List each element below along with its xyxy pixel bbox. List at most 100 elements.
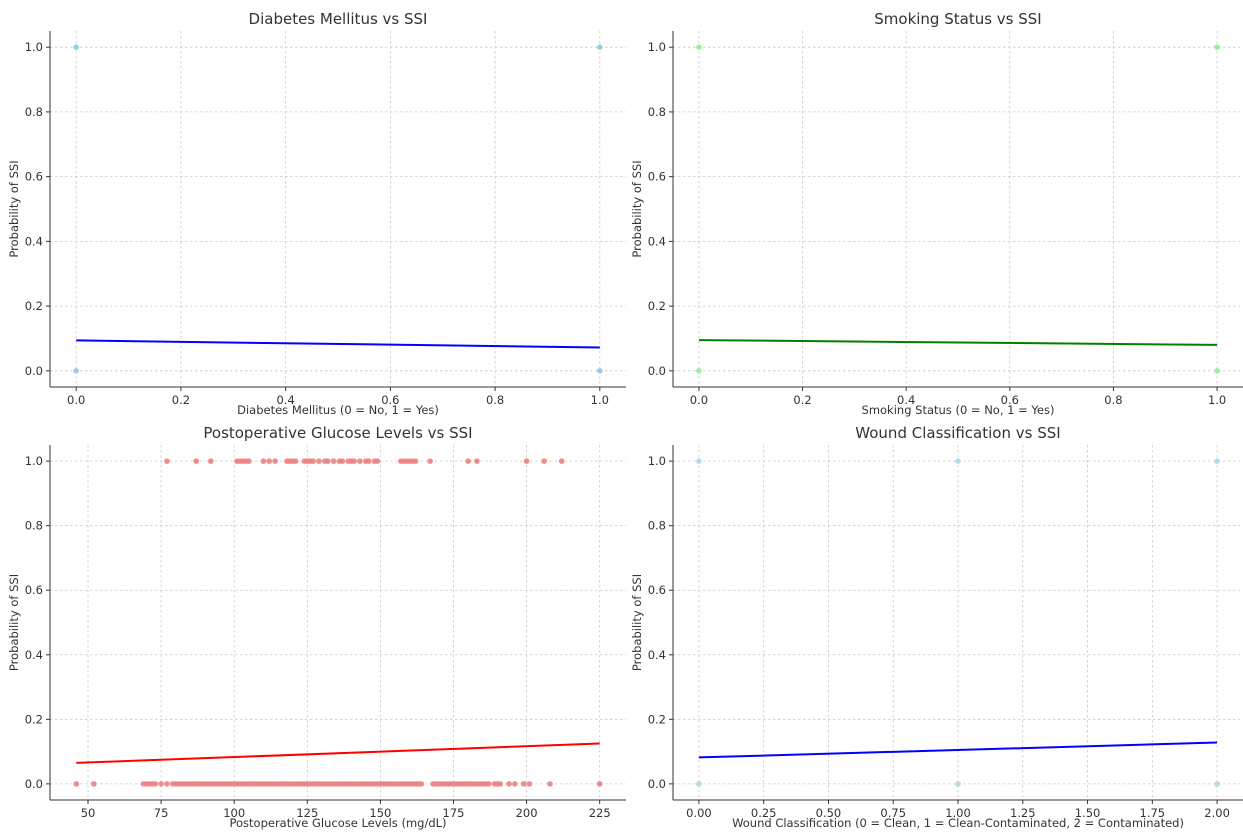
y-axis-label: Probability of SSI xyxy=(7,160,21,257)
y-tick-label: 0.6 xyxy=(25,170,43,184)
y-tick-label: 0.2 xyxy=(648,299,666,313)
data-point xyxy=(246,458,252,464)
data-point xyxy=(597,368,603,374)
data-point xyxy=(696,781,702,787)
data-point xyxy=(330,458,337,464)
x-axis-label: Postoperative Glucose Levels (mg/dL) xyxy=(229,816,446,830)
x-tick-label: 50 xyxy=(81,806,96,820)
data-point xyxy=(316,458,322,464)
y-tick-label: 0.6 xyxy=(648,583,666,597)
data-point xyxy=(596,781,603,787)
chart-title: Smoking Status vs SSI xyxy=(874,10,1041,28)
data-points-smoking xyxy=(696,44,1220,374)
x-tick-label: 0.0 xyxy=(690,393,708,407)
x-tick-label: 0.2 xyxy=(793,393,811,407)
data-point xyxy=(955,781,961,787)
y-tick-label: 0.4 xyxy=(648,234,666,248)
y-tick-label: 0.8 xyxy=(648,105,666,119)
y-tick-label: 0.0 xyxy=(25,777,43,791)
y-tick-label: 0.0 xyxy=(648,777,666,791)
x-tick-label: 1.0 xyxy=(591,393,609,407)
y-tick-label: 1.0 xyxy=(25,454,43,468)
x-tick-label: 0.25 xyxy=(751,806,777,820)
data-point xyxy=(547,781,553,787)
x-tick-label: 0.8 xyxy=(1104,393,1122,407)
x-tick-label: 0.4 xyxy=(276,393,294,407)
x-tick-label: 1.0 xyxy=(1208,393,1226,407)
y-tick-label: 0.8 xyxy=(25,519,43,533)
x-tick-label: 75 xyxy=(154,806,169,820)
data-point xyxy=(696,458,702,464)
panel-diabetes: 0.0 0.2 0.4 0.6 0.8 1.0 0.0 0.2 0.4 0.6 0.8 1.0 Diab… xyxy=(7,10,626,417)
y-tick-label: 0.0 xyxy=(25,364,43,378)
chart-title: Diabetes Mellitus vs SSI xyxy=(249,10,428,28)
data-point xyxy=(152,781,159,787)
chart-title: Wound Classification vs SSI xyxy=(855,424,1060,442)
data-point xyxy=(357,458,363,464)
data-point xyxy=(485,781,492,787)
data-point xyxy=(260,458,267,464)
data-point xyxy=(339,458,346,464)
y-tick-label: 1.0 xyxy=(648,454,666,468)
y-tick-label: 0.4 xyxy=(25,234,43,248)
data-point xyxy=(955,458,961,464)
data-point xyxy=(541,458,547,464)
data-point xyxy=(1214,781,1220,787)
y-tick-label: 0.2 xyxy=(25,712,43,726)
x-axis-label: Diabetes Mellitus (0 = No, 1 = Yes) xyxy=(237,403,439,417)
y-tick-label: 0.4 xyxy=(648,648,666,662)
x-tick-label: 175 xyxy=(443,806,465,820)
x-tick-label: 2.00 xyxy=(1204,806,1230,820)
data-point xyxy=(1214,368,1220,374)
data-points-glucose xyxy=(73,458,603,787)
data-point xyxy=(164,781,170,787)
x-tick-label: 1.50 xyxy=(1075,806,1101,820)
y-tick-label: 0.2 xyxy=(648,712,666,726)
data-point xyxy=(164,458,170,464)
data-point xyxy=(512,781,518,787)
x-tick-label: 0.75 xyxy=(880,806,906,820)
data-point xyxy=(520,781,527,787)
data-point xyxy=(73,368,79,374)
y-axis-label: Probability of SSI xyxy=(630,574,644,671)
data-point xyxy=(266,458,273,464)
data-point xyxy=(193,458,199,464)
x-axis-label: Smoking Status (0 = No, 1 = Yes) xyxy=(862,403,1055,417)
x-tick-label: 0.4 xyxy=(897,393,915,407)
data-point xyxy=(324,458,331,464)
x-tick-label: 1.00 xyxy=(945,806,971,820)
data-point xyxy=(696,368,702,374)
y-axis-label: Probability of SSI xyxy=(7,574,21,671)
data-points-wound xyxy=(696,458,1220,787)
data-point xyxy=(523,458,530,464)
data-point xyxy=(1214,458,1220,464)
data-point xyxy=(497,781,504,787)
x-tick-label: 0.50 xyxy=(816,806,842,820)
y-tick-label: 0.6 xyxy=(648,170,666,184)
y-tick-label: 0.8 xyxy=(25,105,43,119)
grid-diabetes xyxy=(50,31,626,387)
panel-smoking: 0.0 0.2 0.4 0.6 0.8 1.0 0.0 0.2 0.4 0.6 0.8 1.0 Smok… xyxy=(630,10,1243,417)
data-point xyxy=(418,781,425,787)
y-tick-label: 0.0 xyxy=(648,364,666,378)
data-point xyxy=(73,781,80,787)
fit-line xyxy=(76,742,600,764)
grid-smoking xyxy=(673,31,1243,387)
data-point xyxy=(465,458,471,464)
x-tick-label: 0.6 xyxy=(1001,393,1019,407)
y-tick-label: 1.0 xyxy=(25,40,43,54)
data-point xyxy=(696,44,702,50)
x-tick-label: 0.6 xyxy=(381,393,399,407)
data-point xyxy=(374,458,381,464)
y-tick-label: 0.8 xyxy=(648,519,666,533)
fit-line xyxy=(698,339,1218,346)
y-tick-label: 0.2 xyxy=(25,299,43,313)
data-point xyxy=(351,458,357,464)
data-points-diabetes xyxy=(73,44,603,374)
x-tick-label: 1.25 xyxy=(1010,806,1036,820)
data-point xyxy=(597,44,603,50)
panel-wound: 0.00 0.25 0.50 0.75 1.00 1.25 1.50 1.75 2.00 0.0 0… xyxy=(630,424,1243,830)
y-tick-label: 1.0 xyxy=(648,40,666,54)
data-point xyxy=(558,458,565,464)
